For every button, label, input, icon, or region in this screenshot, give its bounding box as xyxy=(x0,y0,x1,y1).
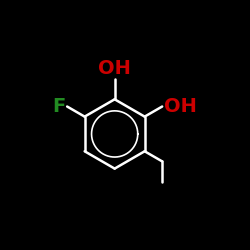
Text: OH: OH xyxy=(164,97,196,116)
Text: F: F xyxy=(52,97,66,116)
Text: OH: OH xyxy=(98,59,131,78)
